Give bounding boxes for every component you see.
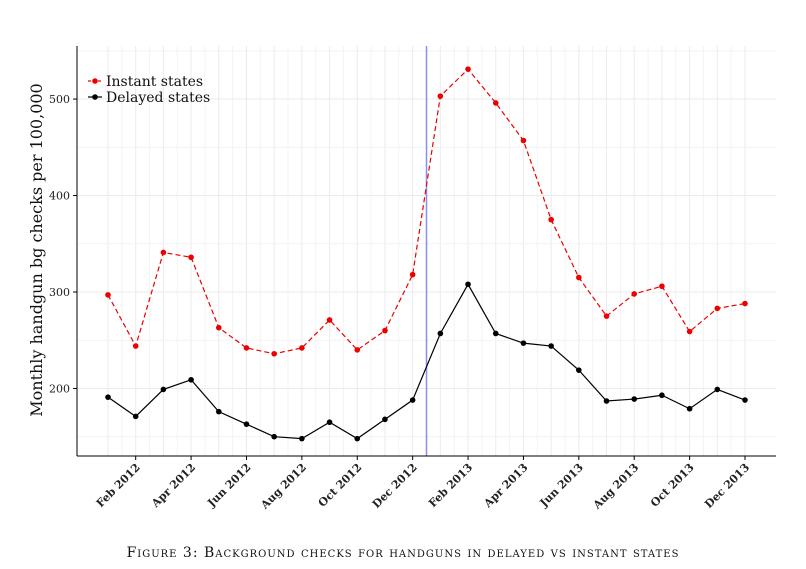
data-point-instant-states — [548, 216, 554, 223]
data-point-delayed-states — [548, 343, 554, 349]
data-point-instant-states — [354, 347, 361, 353]
data-point-delayed-states — [215, 408, 222, 415]
data-point-instant-states — [576, 274, 582, 281]
x-tick-label: Oct 2013 — [648, 461, 697, 510]
data-point-delayed-states — [160, 386, 167, 393]
data-point-delayed-states — [105, 394, 111, 400]
data-point-instant-states — [299, 345, 305, 351]
x-tick-label: Jun 2012 — [204, 461, 253, 510]
data-point-instant-states — [492, 100, 499, 106]
data-point-delayed-states — [132, 413, 139, 420]
data-point-delayed-states — [742, 397, 748, 403]
legend-swatch-point-delayed-states — [92, 94, 98, 100]
data-point-delayed-states — [243, 421, 250, 427]
data-point-instant-states — [243, 345, 250, 351]
data-point-instant-states — [659, 283, 665, 290]
data-point-instant-states — [132, 343, 139, 349]
data-point-delayed-states — [409, 397, 416, 403]
data-point-instant-states — [437, 93, 444, 99]
legend-label-delayed-states: Delayed states — [106, 90, 210, 106]
x-tick-label: Dec 2013 — [702, 461, 752, 511]
y-tick-label: 400 — [49, 190, 70, 203]
y-tick-label: 200 — [49, 382, 70, 395]
y-tick-label: 300 — [49, 286, 70, 299]
data-point-delayed-states — [188, 376, 194, 383]
data-point-delayed-states — [686, 405, 693, 412]
x-tick-label: Apr 2013 — [481, 461, 531, 511]
data-point-instant-states — [714, 305, 721, 312]
data-point-delayed-states — [271, 433, 277, 440]
figure-caption: Figure 3: Background checks for handguns… — [126, 545, 680, 561]
data-point-delayed-states — [437, 330, 444, 337]
x-tick-label: Jun 2013 — [537, 461, 586, 510]
data-point-instant-states — [105, 292, 111, 298]
data-point-instant-states — [215, 324, 222, 331]
data-point-instant-states — [382, 327, 388, 334]
data-point-delayed-states — [354, 435, 361, 442]
y-axis-label: Monthly handgun bg checks per 100,000 — [27, 83, 46, 417]
data-point-delayed-states — [603, 398, 610, 404]
x-tick-label: Feb 2012 — [94, 461, 143, 510]
data-point-instant-states — [742, 300, 748, 307]
data-point-delayed-states — [631, 396, 638, 402]
y-tick-labels: 200 300 400 500 — [49, 93, 77, 395]
series-line-instant-states — [107, 68, 746, 355]
data-point-delayed-states — [382, 416, 388, 423]
data-point-delayed-states — [492, 330, 499, 337]
x-tick-label: Apr 2012 — [148, 461, 198, 511]
data-point-instant-states — [686, 328, 693, 335]
data-point-instant-states — [520, 137, 527, 144]
data-point-instant-states — [603, 313, 610, 319]
data-point-instant-states — [631, 291, 638, 297]
data-point-delayed-states — [714, 386, 721, 393]
axes — [76, 46, 776, 457]
data-point-delayed-states — [465, 281, 471, 288]
legend-label-instant-states: Instant states — [106, 74, 203, 90]
x-tick-label: Aug 2012 — [258, 461, 309, 512]
data-point-instant-states — [409, 271, 416, 278]
data-point-instant-states — [326, 317, 333, 323]
series-layer — [105, 66, 748, 442]
legend-swatch-point-instant-states — [92, 78, 98, 84]
series-line-delayed-states — [107, 283, 746, 440]
x-tick-label: Dec 2012 — [370, 461, 420, 511]
x-tick-labels: Feb 2012 Apr 2012 Jun 2012 Aug 2012 Oct 2012… — [94, 456, 752, 512]
data-point-delayed-states — [659, 392, 665, 399]
y-tick-label: 500 — [49, 93, 70, 106]
x-tick-label: Aug 2013 — [590, 461, 641, 512]
data-point-delayed-states — [299, 435, 305, 442]
data-point-delayed-states — [576, 367, 582, 373]
data-point-instant-states — [271, 350, 277, 357]
data-point-instant-states — [160, 249, 167, 256]
x-tick-label: Feb 2013 — [426, 461, 475, 510]
data-point-delayed-states — [520, 340, 527, 346]
data-point-delayed-states — [326, 419, 333, 426]
data-point-instant-states — [465, 66, 471, 72]
data-point-instant-states — [188, 254, 194, 261]
x-tick-label: Oct 2012 — [316, 461, 365, 510]
